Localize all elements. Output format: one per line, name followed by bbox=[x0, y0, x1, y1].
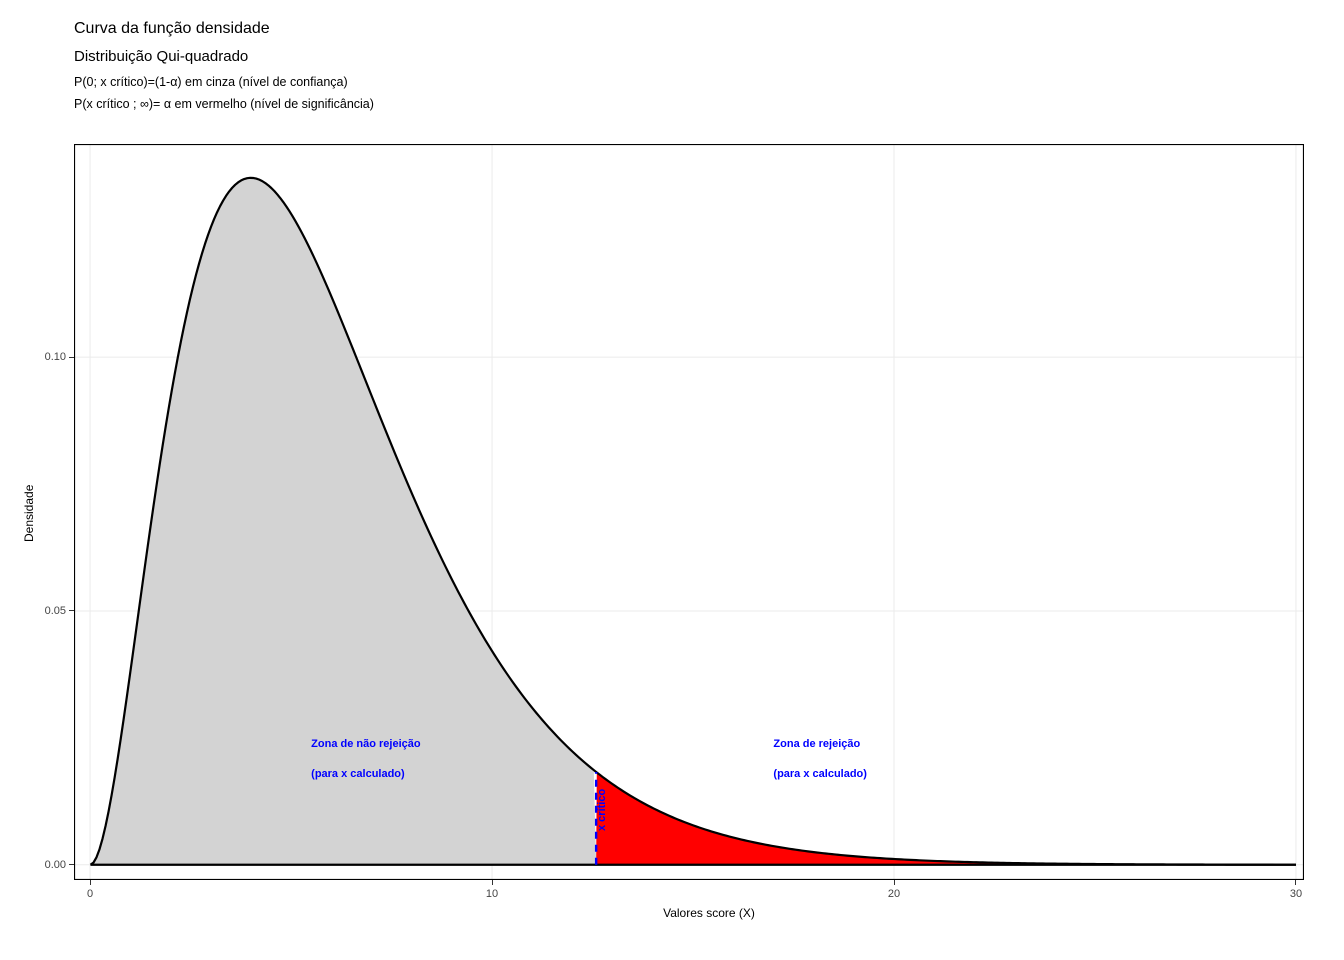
y-tick-label: 0.05 bbox=[40, 605, 66, 617]
title-main: Curva da função densidade bbox=[74, 20, 374, 38]
chart-annotation: Zona de não rejeição bbox=[311, 738, 420, 750]
y-tick-mark bbox=[69, 864, 74, 865]
x-tick-label: 20 bbox=[888, 888, 900, 900]
title-block: Curva da função densidade Distribuição Q… bbox=[74, 20, 374, 111]
title-line3: P(0; x crítico)=(1-α) em cinza (nível de… bbox=[74, 75, 374, 89]
chart-annotation: Zona de rejeição bbox=[773, 738, 860, 750]
chart-annotation: (para x calculado) bbox=[773, 768, 867, 780]
figure-root: Curva da função densidade Distribuição Q… bbox=[0, 0, 1344, 960]
x-tick-mark bbox=[492, 880, 493, 885]
x-tick-mark bbox=[894, 880, 895, 885]
title-line4: P(x crítico ; ∞)= α em vermelho (nível d… bbox=[74, 97, 374, 111]
title-sub: Distribuição Qui-quadrado bbox=[74, 48, 374, 65]
y-tick-mark bbox=[69, 610, 74, 611]
y-tick-label: 0.00 bbox=[40, 859, 66, 871]
x-tick-label: 0 bbox=[87, 888, 93, 900]
x-axis-label: Valores score (X) bbox=[629, 906, 789, 920]
y-tick-mark bbox=[69, 357, 74, 358]
density-chart bbox=[74, 144, 1304, 880]
x-tick-mark bbox=[1295, 880, 1296, 885]
x-tick-label: 10 bbox=[486, 888, 498, 900]
x-tick-mark bbox=[90, 880, 91, 885]
y-tick-label: 0.10 bbox=[40, 351, 66, 363]
chart-annotation: (para x calculado) bbox=[311, 768, 405, 780]
x-tick-label: 30 bbox=[1290, 888, 1302, 900]
xcrit-annotation: x crítico bbox=[596, 789, 608, 831]
y-axis-label: Densidade bbox=[22, 485, 36, 542]
